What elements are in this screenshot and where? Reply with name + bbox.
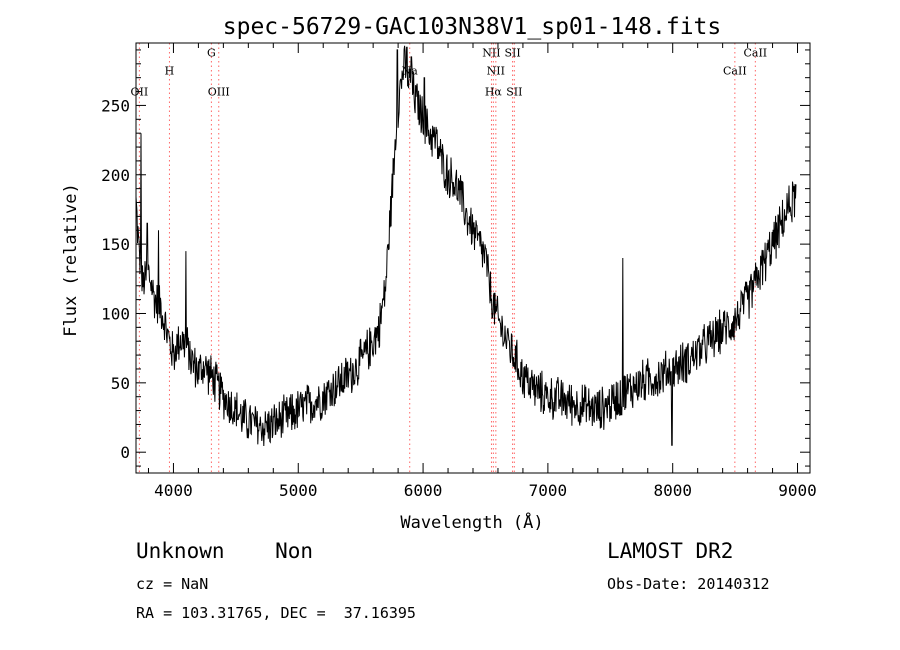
line-label-0: OII (131, 86, 149, 99)
chart-title: spec-56729-GAC103N38V1_sp01-148.fits (223, 14, 722, 40)
x-tick-label: 7000 (529, 481, 568, 500)
x-tick-label: 6000 (404, 481, 443, 500)
y-tick-label: 100 (101, 304, 130, 323)
line-label-1: H (165, 65, 175, 78)
y-tick-label: 0 (120, 443, 130, 462)
line-label-11: CaII (743, 47, 767, 60)
line-label-6: NII (487, 65, 505, 78)
line-label-3: OIII (208, 86, 230, 99)
line-label-8: SII (504, 47, 520, 60)
line-label-9: SII (506, 86, 522, 99)
line-label-5: NII (482, 47, 500, 60)
obs-date-text: Obs-Date: 20140312 (607, 575, 770, 593)
x-tick-label: 5000 (279, 481, 318, 500)
y-tick-label: 250 (101, 96, 130, 115)
line-label-2: G (207, 47, 216, 60)
plot-area: 4000 5000 6000 7000 8000 9000050100150200250O… (101, 42, 817, 500)
x-tick-label: 4000 (154, 481, 193, 500)
y-tick-label: 50 (111, 374, 130, 393)
redshift-text: cz = NaN (136, 575, 209, 593)
x-axis-label: Wavelength (Å) (400, 511, 543, 533)
spectrum-line (135, 45, 797, 447)
survey-label: LAMOST DR2 (607, 539, 734, 563)
y-axis-label: Flux (relative) (61, 183, 81, 337)
x-tick-label: 9000 (778, 481, 817, 500)
x-tick-label: 8000 (653, 481, 692, 500)
line-label-4: Na (402, 65, 419, 78)
classification-text: Unknown Non (136, 539, 314, 563)
line-label-10: CaII (723, 65, 747, 78)
line-label-7: Hα (485, 86, 503, 99)
y-tick-label: 150 (101, 235, 130, 254)
coordinates-text: RA = 103.31765, DEC = 37.16395 (136, 604, 416, 622)
y-tick-label: 200 (101, 166, 130, 185)
